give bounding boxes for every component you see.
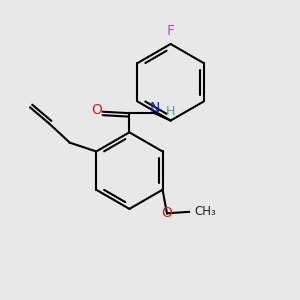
Text: H: H	[166, 105, 176, 118]
Text: O: O	[161, 206, 172, 220]
Text: N: N	[150, 101, 160, 115]
Text: CH₃: CH₃	[194, 205, 216, 218]
Text: O: O	[91, 103, 102, 117]
Text: F: F	[167, 23, 175, 38]
